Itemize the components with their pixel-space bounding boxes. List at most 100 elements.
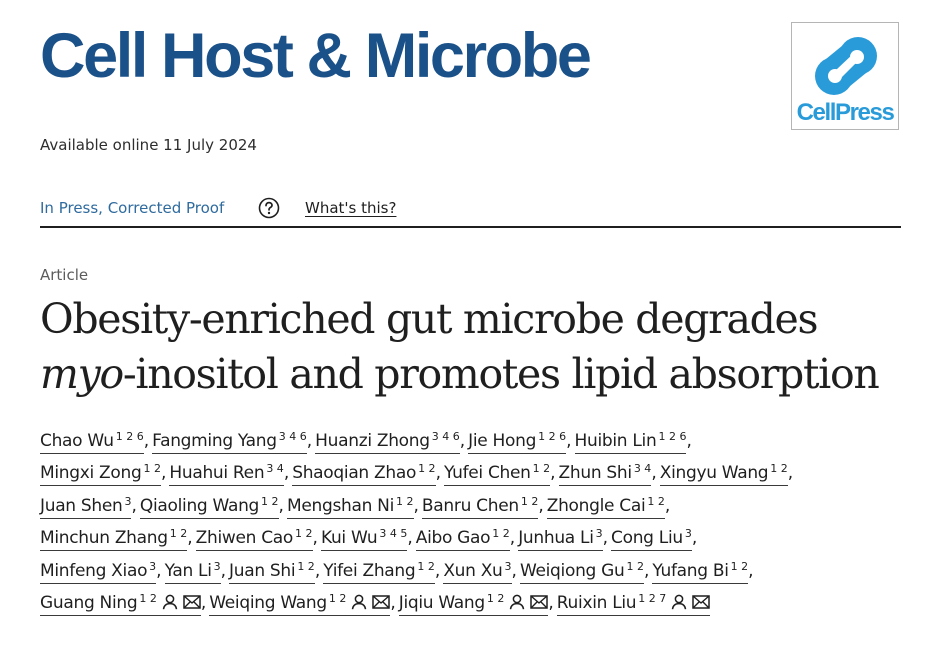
- author-line: Guang Ning 1 2, Weiqing Wang 1 2, Jiqiu Wang…: [40, 590, 910, 622]
- author-link[interactable]: Huahui Ren 3 4: [169, 461, 284, 487]
- author-affiliation: 3: [213, 559, 221, 573]
- author-name: Xun Xu: [443, 560, 503, 581]
- author-link[interactable]: Shaoqian Zhao 1 2: [292, 461, 436, 487]
- author-line: Mingxi Zong 1 2, Huahui Ren 3 4, Shaoqian Zh…: [40, 460, 910, 492]
- author-separator: ,: [143, 431, 150, 451]
- author-affiliation: 3 4 6: [278, 430, 307, 443]
- cellpress-logo[interactable]: CellPress: [791, 22, 899, 130]
- author-link[interactable]: Minfeng Xiao 3: [40, 559, 157, 584]
- author-link[interactable]: Banru Chen 1 2: [421, 494, 539, 519]
- author-name: Yan Li: [164, 560, 212, 581]
- journal-title-link[interactable]: Cell Host & Microbe: [40, 21, 592, 91]
- author-link[interactable]: Yifei Zhang 1 2: [323, 559, 435, 584]
- author-affiliation: 1 2 6: [115, 430, 144, 443]
- cellpress-mark-icon: [815, 37, 877, 95]
- author-name: Minchun Zhang: [40, 528, 168, 549]
- author-affiliation: 3: [149, 559, 157, 573]
- author-affiliation: 1 2: [532, 462, 551, 476]
- author-separator: ,: [200, 592, 207, 613]
- author-affiliation: 1 2: [520, 494, 539, 508]
- author-affiliation: 3 4: [266, 462, 284, 476]
- author-link[interactable]: Zhiwen Cao 1 2: [195, 526, 313, 552]
- author-link[interactable]: Juan Shen 3: [40, 494, 132, 519]
- author-link[interactable]: Jie Hong 1 2 6: [468, 429, 567, 454]
- author-separator: ,: [538, 495, 544, 516]
- author-name: Huibin Lin: [574, 431, 657, 451]
- author-name: Minfeng Xiao: [40, 560, 148, 581]
- author-name: Guang Ning: [40, 592, 138, 613]
- author-link[interactable]: Minchun Zhang 1 2: [40, 526, 188, 552]
- author-link[interactable]: Weiqing Wang 1 2: [209, 591, 391, 616]
- author-separator: ,: [787, 463, 794, 484]
- author-link[interactable]: Cong Liu 3: [611, 526, 692, 552]
- author-name: Yifei Zhang: [323, 560, 416, 581]
- author-affiliation: 3 4 6: [431, 430, 460, 443]
- author-link[interactable]: Zhun Shi 3 4: [558, 461, 652, 487]
- person-icon[interactable]: [162, 594, 178, 610]
- author-name: Xingyu Wang: [659, 463, 769, 484]
- author-link[interactable]: Zhongle Cai 1 2: [546, 494, 665, 519]
- author-link[interactable]: Chao Wu 1 2 6: [40, 429, 144, 454]
- author-affiliation: 1 2: [486, 591, 505, 605]
- author-name: Qiaoling Wang: [139, 495, 260, 516]
- author-name: Chao Wu: [40, 431, 114, 451]
- author-affiliation: 1 2: [297, 559, 315, 573]
- envelope-icon[interactable]: [692, 594, 711, 610]
- article-type-label: Article: [40, 266, 89, 284]
- author-link[interactable]: Yufei Chen 1 2: [443, 461, 551, 487]
- author-separator: ,: [651, 463, 657, 484]
- author-affiliation: 1 2 7: [638, 591, 667, 605]
- envelope-icon[interactable]: [183, 594, 201, 610]
- author-line: Minfeng Xiao 3, Yan Li 3, Juan Shi 1 2, Yifei …: [40, 558, 910, 590]
- cellpress-logo-text: CellPress: [796, 99, 895, 126]
- author-link[interactable]: Yufang Bi 1 2: [652, 559, 749, 584]
- title-line-2-rest: -inositol and promotes lipid absorption: [122, 350, 880, 398]
- author-link[interactable]: Xun Xu 3: [443, 559, 512, 584]
- author-link[interactable]: Guang Ning 1 2: [40, 591, 201, 616]
- author-name: Mengshan Ni: [286, 495, 395, 516]
- author-link[interactable]: Ruixin Liu 1 2 7: [556, 591, 711, 616]
- whats-this-link[interactable]: What's this?: [305, 199, 397, 217]
- author-affiliation: 1 2: [295, 527, 313, 541]
- author-affiliation: 1 2: [418, 462, 436, 476]
- author-link[interactable]: Qiaoling Wang 1 2: [139, 494, 279, 519]
- envelope-icon[interactable]: [372, 594, 391, 610]
- author-link[interactable]: Xingyu Wang 1 2: [659, 461, 788, 487]
- author-separator: ,: [312, 528, 318, 549]
- author-link[interactable]: Yan Li 3: [164, 559, 221, 584]
- person-icon[interactable]: [509, 594, 525, 610]
- author-link[interactable]: Huanzi Zhong 3 4 6: [315, 429, 460, 454]
- author-affiliation: 1 2 6: [658, 430, 687, 443]
- paper-title: Obesity-enriched gut microbe degrades my…: [40, 292, 880, 402]
- author-link[interactable]: Kui Wu 3 4 5: [320, 526, 408, 552]
- author-affiliation: 1 2: [261, 494, 279, 508]
- author-separator: ,: [435, 463, 441, 484]
- author-separator: ,: [459, 431, 466, 451]
- author-separator: ,: [511, 560, 517, 581]
- author-link[interactable]: Juan Shi 1 2: [229, 559, 315, 584]
- help-question-icon[interactable]: [258, 197, 280, 219]
- author-affiliation: 1 2: [396, 494, 414, 508]
- author-separator: ,: [664, 495, 671, 516]
- author-link[interactable]: Mengshan Ni 1 2: [286, 494, 414, 519]
- author-name: Yufei Chen: [443, 463, 531, 484]
- author-separator: ,: [643, 560, 650, 581]
- author-link[interactable]: Fangming Yang 3 4 6: [152, 429, 307, 454]
- author-name: Fangming Yang: [152, 431, 277, 451]
- author-link[interactable]: Aibo Gao 1 2: [415, 526, 510, 552]
- author-affiliation: 1 2: [417, 559, 435, 573]
- person-icon[interactable]: [351, 594, 367, 610]
- author-link[interactable]: Mingxi Zong 1 2: [40, 461, 161, 487]
- author-link[interactable]: Jiqiu Wang 1 2: [398, 591, 549, 616]
- author-link[interactable]: Junhua Li 3: [518, 526, 603, 552]
- envelope-icon[interactable]: [530, 594, 549, 610]
- status-label: In Press, Corrected Proof: [40, 199, 225, 217]
- author-link[interactable]: Huibin Lin 1 2 6: [574, 429, 687, 454]
- title-line-1: Obesity-enriched gut microbe degrades: [40, 295, 819, 343]
- author-separator: ,: [748, 560, 754, 581]
- author-separator: ,: [283, 463, 290, 484]
- person-icon[interactable]: [671, 594, 687, 610]
- author-link[interactable]: Weiqiong Gu 1 2: [519, 559, 644, 584]
- author-separator: ,: [160, 463, 167, 484]
- author-affiliation: 1 2: [730, 559, 749, 573]
